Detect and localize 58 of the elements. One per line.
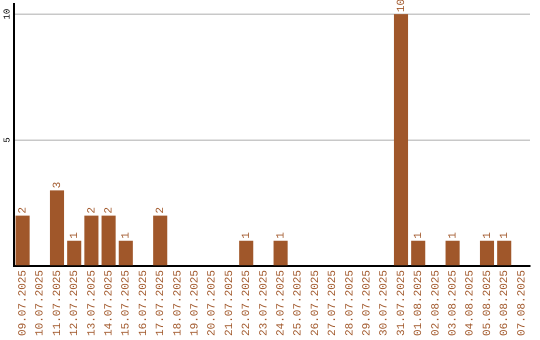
- x-tick-label: 09.07.2025: [18, 270, 30, 336]
- data-label: 2: [155, 206, 168, 214]
- bar: [67, 240, 82, 266]
- bar: [153, 216, 168, 266]
- bar: [16, 216, 30, 266]
- x-tick-label: 03.08.2025: [448, 270, 460, 336]
- data-label: 2: [104, 206, 116, 214]
- x-tick-label: 13.07.2025: [86, 270, 98, 336]
- x-tick-label: 23.07.2025: [258, 270, 270, 336]
- x-tick-label: 04.08.2025: [464, 270, 477, 336]
- data-label: 1: [448, 232, 460, 239]
- x-tick-label: 02.08.2025: [430, 270, 442, 336]
- data-label: 3: [52, 182, 64, 188]
- x-tick-label: 21.07.2025: [224, 270, 236, 336]
- data-label: 1: [482, 232, 494, 239]
- y-tick-label: 5: [2, 137, 12, 143]
- x-tick-label: 26.07.2025: [310, 270, 322, 336]
- bar: [84, 216, 98, 266]
- data-label: 2: [18, 206, 30, 214]
- x-tick-label: 17.07.2025: [155, 270, 168, 336]
- x-tick-label: 11.07.2025: [52, 270, 64, 336]
- x-tick-label: 10.07.2025: [34, 270, 47, 336]
- x-tick-label: 20.07.2025: [206, 270, 219, 336]
- x-tick-label: 29.07.2025: [362, 270, 374, 336]
- x-tick-label: 01.08.2025: [413, 270, 426, 336]
- x-tick-label: 27.07.2025: [327, 270, 340, 336]
- data-label: 2: [86, 206, 98, 214]
- data-label: 1: [69, 232, 82, 239]
- x-tick-label: 12.07.2025: [69, 270, 82, 336]
- x-tick-label: 06.08.2025: [499, 270, 512, 336]
- data-label: 1: [120, 232, 133, 239]
- bar: [50, 190, 64, 266]
- data-label: 1: [276, 232, 288, 239]
- x-tick-label: 18.07.2025: [172, 270, 184, 336]
- x-tick-label: 14.07.2025: [104, 270, 116, 336]
- x-tick-label: 30.07.2025: [378, 270, 391, 336]
- x-tick-label: 22.07.2025: [241, 270, 254, 336]
- x-tick-label: 24.07.2025: [276, 270, 288, 336]
- bar: [411, 240, 426, 266]
- x-tick-label: 28.07.2025: [344, 270, 356, 336]
- bar: [446, 240, 460, 266]
- bar: [497, 240, 512, 266]
- x-tick-label: 25.07.2025: [292, 270, 305, 336]
- x-tick-label: 15.07.2025: [120, 270, 133, 336]
- data-label: 1: [413, 232, 426, 239]
- bar: [394, 14, 408, 266]
- data-label: 1: [241, 232, 254, 239]
- bar: [118, 240, 133, 266]
- x-tick-label: 16.07.2025: [138, 270, 150, 336]
- x-tick-label: 19.07.2025: [190, 270, 202, 336]
- bar: [239, 240, 254, 266]
- bar: [274, 240, 288, 266]
- data-label: 1: [499, 232, 512, 239]
- x-tick-label: 05.08.2025: [482, 270, 494, 336]
- x-tick-label: 07.08.2025: [516, 270, 528, 336]
- x-tick-label: 31.07.2025: [396, 270, 408, 336]
- bar: [480, 240, 494, 266]
- bar: [102, 216, 116, 266]
